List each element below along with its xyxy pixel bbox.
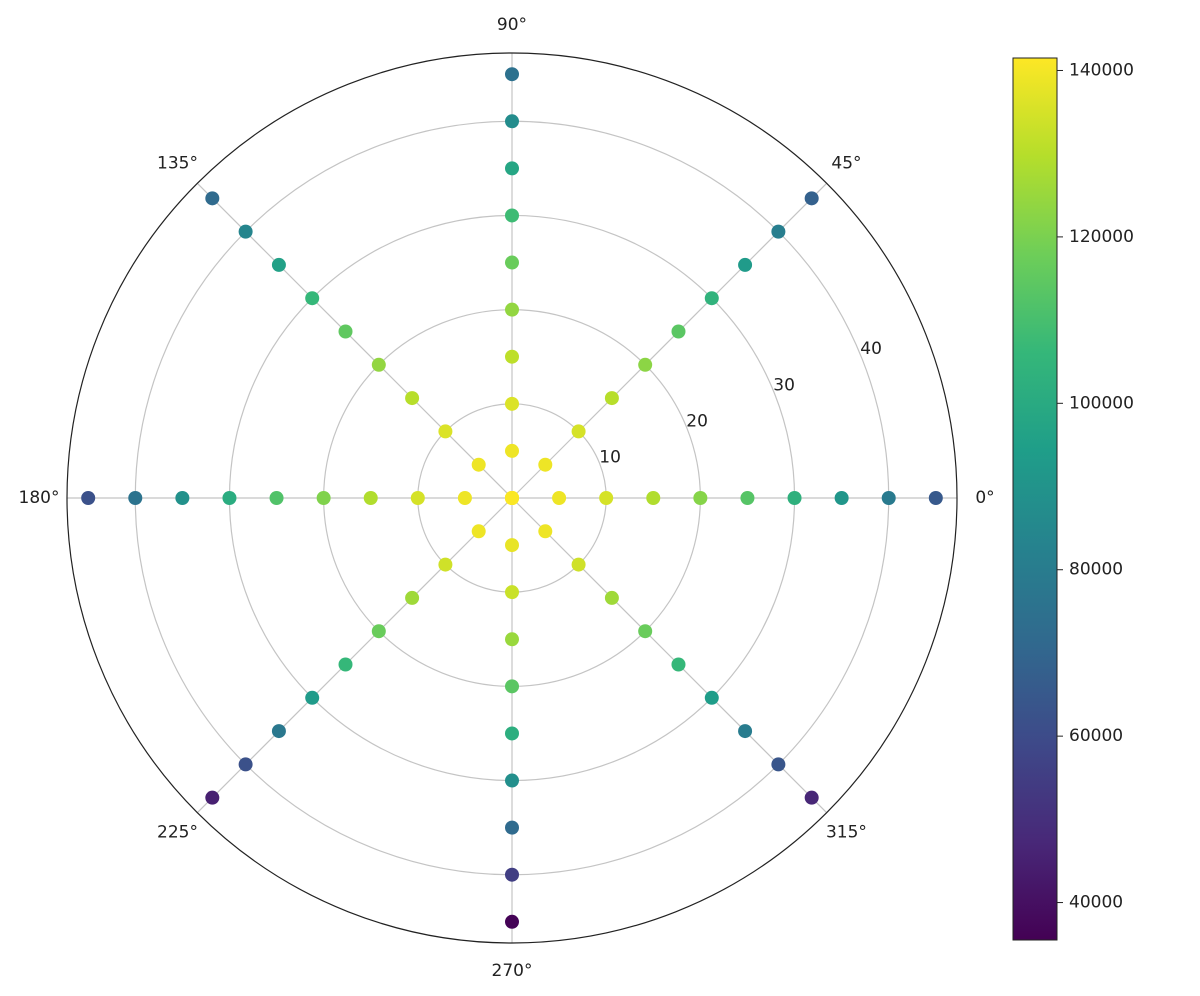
data-point	[693, 491, 708, 505]
data-point	[599, 491, 614, 505]
colorbar-tick-label: 120000	[1069, 227, 1134, 247]
data-point	[771, 757, 786, 772]
data-point	[704, 291, 719, 306]
theta-tick-label: 45°	[831, 154, 861, 174]
data-point	[538, 457, 553, 472]
data-point	[505, 491, 519, 505]
data-point	[804, 191, 819, 206]
colorbar-tick-label: 140000	[1069, 60, 1134, 80]
data-point	[881, 491, 896, 505]
data-point	[638, 357, 653, 372]
colorbar	[1012, 57, 1058, 941]
data-point	[571, 424, 586, 439]
r-tick-label: 30	[773, 375, 795, 395]
data-point	[205, 191, 220, 206]
theta-tick-label: 315°	[826, 822, 867, 842]
data-point	[787, 491, 802, 505]
data-point	[505, 349, 519, 364]
data-point	[371, 624, 386, 639]
data-point	[638, 624, 653, 639]
data-point	[505, 114, 519, 129]
data-point	[928, 491, 943, 505]
data-point	[175, 491, 190, 505]
data-point	[538, 524, 553, 539]
data-point	[505, 914, 519, 929]
data-point	[81, 491, 96, 505]
theta-tick-label: 90°	[497, 15, 527, 35]
data-point	[269, 491, 284, 505]
data-point	[338, 324, 353, 339]
data-point	[405, 391, 420, 406]
theta-tick-label: 180°	[19, 488, 60, 508]
data-point	[771, 224, 786, 239]
colorbar-tick-label: 40000	[1069, 893, 1123, 913]
data-point	[505, 820, 519, 835]
data-point	[505, 538, 519, 553]
data-point	[338, 657, 353, 672]
r-tick-label: 20	[686, 411, 708, 431]
data-point	[438, 424, 453, 439]
data-point	[305, 690, 320, 705]
data-point	[738, 257, 753, 272]
data-point	[505, 773, 519, 788]
data-point	[271, 257, 286, 272]
data-point	[671, 324, 686, 339]
data-point	[505, 161, 519, 176]
data-point	[371, 357, 386, 372]
data-point	[271, 724, 286, 739]
data-point	[671, 657, 686, 672]
polar-frame	[66, 52, 958, 944]
data-point	[740, 491, 755, 505]
data-point	[804, 790, 819, 805]
r-tick-label: 10	[599, 447, 621, 467]
colorbar-tick-label: 100000	[1069, 393, 1134, 413]
data-point	[505, 726, 519, 741]
data-point	[316, 491, 331, 505]
data-point	[505, 867, 519, 882]
data-point	[505, 585, 519, 600]
theta-tick-label: 0°	[975, 488, 994, 508]
data-point	[410, 491, 425, 505]
data-point	[128, 491, 143, 505]
theta-tick-label: 270°	[492, 961, 533, 981]
data-point	[505, 208, 519, 223]
colorbar-tick-label: 80000	[1069, 560, 1123, 580]
theta-tick-label: 225°	[157, 822, 198, 842]
data-point	[738, 724, 753, 739]
theta-tick-label: 135°	[157, 154, 198, 174]
data-point	[505, 255, 519, 270]
data-point	[238, 757, 253, 772]
data-point	[505, 679, 519, 694]
data-point	[405, 590, 420, 605]
data-point	[205, 790, 220, 805]
data-point	[438, 557, 453, 572]
data-point	[505, 396, 519, 411]
r-tick-label: 40	[860, 339, 882, 359]
data-point	[505, 632, 519, 647]
data-point	[505, 443, 519, 458]
data-point	[471, 457, 486, 472]
data-point	[471, 524, 486, 539]
data-point	[363, 491, 378, 505]
data-point	[552, 491, 567, 505]
data-point	[238, 224, 253, 239]
data-point	[604, 391, 619, 406]
data-point	[505, 67, 519, 82]
data-point	[457, 491, 472, 505]
colorbar-tick-label: 60000	[1069, 726, 1123, 746]
data-point	[222, 491, 237, 505]
data-point	[305, 291, 320, 306]
data-point	[505, 302, 519, 317]
data-point	[646, 491, 661, 505]
data-point	[571, 557, 586, 572]
data-point	[604, 590, 619, 605]
data-point	[704, 690, 719, 705]
data-point	[834, 491, 849, 505]
